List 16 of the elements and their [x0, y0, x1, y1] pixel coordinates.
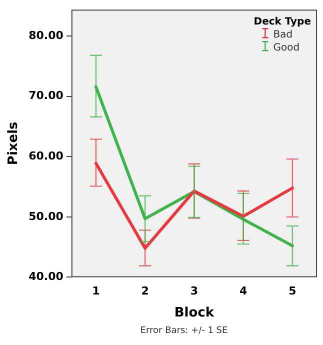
x-axis-title: Block: [174, 306, 214, 321]
y-tick-label: 60.00: [28, 150, 64, 163]
x-tick-label: 2: [141, 284, 149, 298]
legend-title: Deck Type: [254, 16, 312, 28]
legend-label: Good: [273, 42, 300, 54]
legend-label: Bad: [273, 30, 293, 41]
y-tick-label: 70.00: [28, 89, 64, 102]
y-tick-label: 50.00: [28, 210, 64, 223]
x-tick-label: 4: [239, 284, 248, 298]
x-tick-label: 1: [92, 284, 100, 298]
x-tick-label: 5: [288, 284, 296, 298]
x-tick-label: 3: [190, 284, 198, 298]
text: Error Bars: +/- 1 SE: [139, 326, 229, 336]
y-axis-title: Pixels: [6, 121, 22, 166]
y-tick-label: 80.00: [28, 28, 64, 42]
y-tick-label: 40.00: [28, 270, 64, 284]
